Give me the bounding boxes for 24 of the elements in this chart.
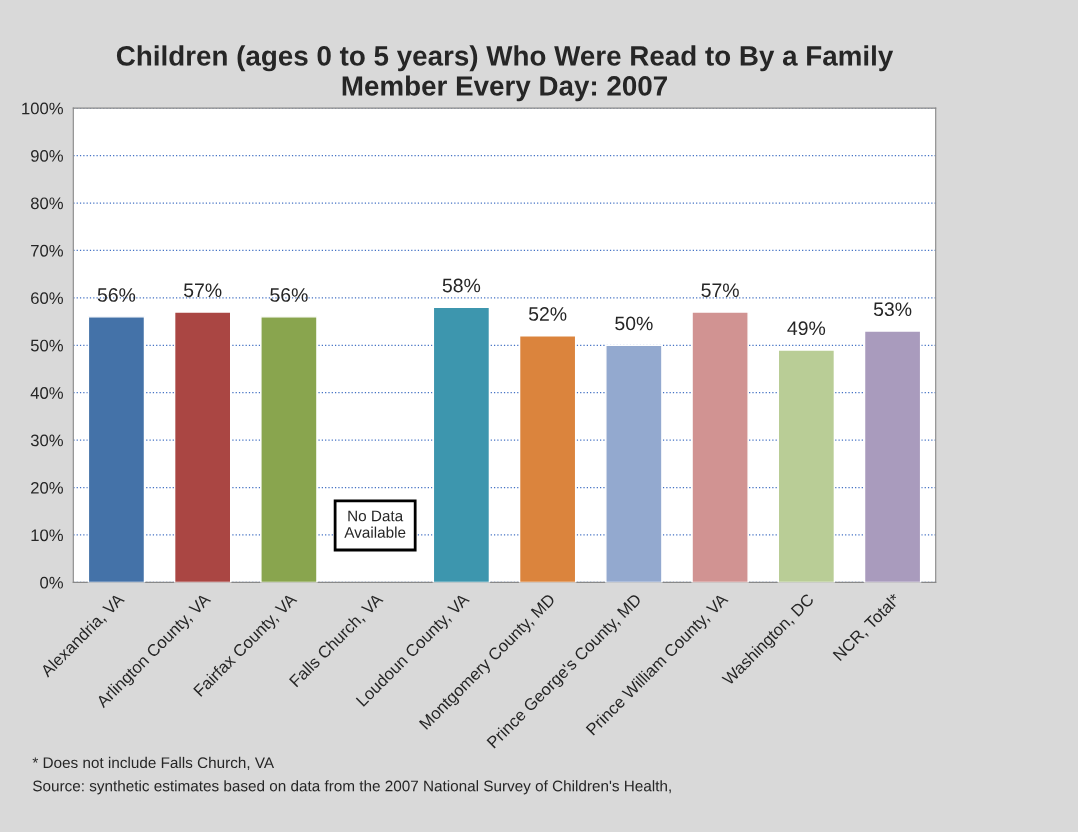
- data-label: 53%: [873, 302, 912, 317]
- chart-title: Children (ages 0 to 5 years) Who Were Read to By a Family Member Every Day: 2007: [116, 45, 894, 102]
- y-tick-label: 90%: [31, 149, 63, 162]
- y-tick-label: 10%: [31, 529, 63, 542]
- annotation: No Data Available: [344, 510, 406, 538]
- y-tick-label: 60%: [31, 292, 63, 305]
- y-tick-label: 0%: [40, 576, 63, 589]
- y-tick-label: 80%: [30, 197, 63, 210]
- data-label: 52%: [528, 307, 567, 321]
- y-tick-label: 50%: [30, 339, 63, 352]
- data-label: 49%: [787, 321, 826, 336]
- data-label: 57%: [701, 283, 739, 298]
- y-tick-label: 30%: [30, 434, 63, 447]
- y-tick-label: 70%: [31, 244, 63, 257]
- data-label: 50%: [615, 316, 653, 331]
- data-label: 56%: [97, 288, 136, 302]
- data-label: 56%: [270, 288, 308, 302]
- data-label: 58%: [442, 278, 481, 293]
- y-tick-label: 20%: [31, 481, 63, 494]
- data-label: 57%: [183, 283, 222, 298]
- text: * Does not include Falls Church, VA: [32, 756, 275, 770]
- y-tick-label: 100%: [22, 102, 63, 115]
- source-note: Source: synthetic estimates based on data from the 2007 National Survey of Children's Health,: [33, 780, 671, 795]
- y-tick-label: 40%: [30, 387, 63, 399]
